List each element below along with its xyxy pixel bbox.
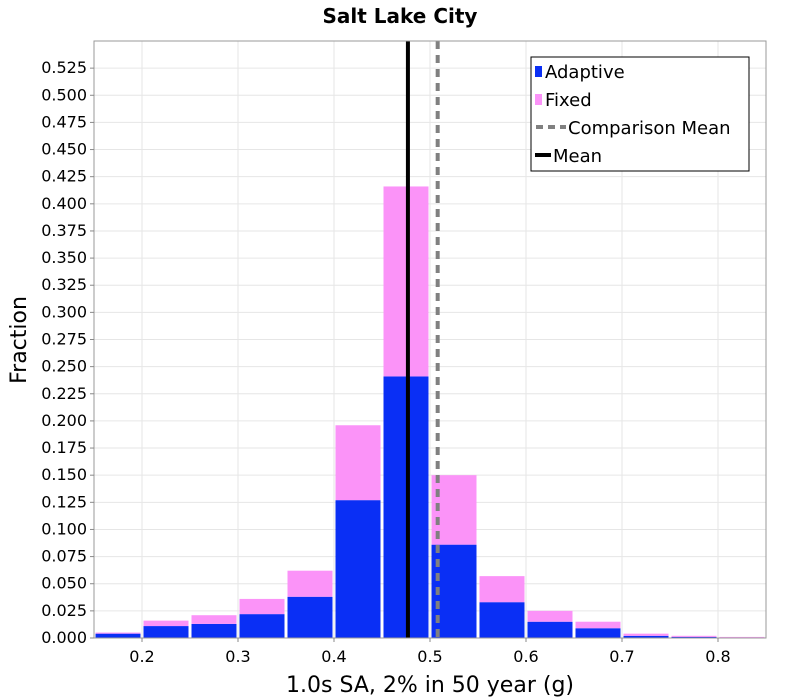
bar-fixed [143,620,189,627]
y-tick-label: 0.250 [41,357,87,376]
y-tick-label: 0.500 [41,85,87,104]
bar-fixed [95,632,141,634]
y-axis-label: Fraction [7,296,32,384]
y-tick-label: 0.075 [41,547,87,566]
legend: Adaptive Fixed Comparison Mean Mean [530,56,750,172]
x-tick-label: 0.2 [129,647,154,666]
y-axis-ticks: 0.000 0.025 0.050 0.075 0.100 0.125 0.150 0.175… [41,58,94,647]
x-tick-label: 0.3 [225,647,250,666]
y-tick-label: 0.475 [41,112,87,131]
chart-title: Salt Lake City [323,4,478,28]
x-axis-label: 1.0s SA, 2% in 50 year (g) [286,673,574,698]
y-tick-label: 0.175 [41,438,87,457]
y-tick-label: 0.375 [41,221,87,240]
bar-adaptive [479,602,525,638]
y-tick-label: 0.525 [41,58,87,77]
y-tick-label: 0.450 [41,140,87,159]
bar-adaptive [671,636,717,638]
legend-label-comparison-mean: Comparison Mean [568,118,731,139]
bar-fixed [287,570,333,597]
bar-fixed [335,425,381,501]
bar-fixed [671,635,717,637]
x-axis-ticks: 0.2 0.3 0.4 0.5 0.6 0.7 0.8 [129,638,731,666]
y-tick-label: 0.100 [41,519,87,538]
legend-label-mean: Mean [553,146,602,167]
y-tick-label: 0.200 [41,411,87,430]
legend-label-adaptive: Adaptive [545,62,625,83]
bar-adaptive [143,626,189,638]
bar-fixed [575,621,621,629]
legend-box [530,56,750,172]
bar-adaptive [623,635,669,638]
y-tick-label: 0.000 [41,628,87,647]
y-tick-label: 0.325 [41,275,87,294]
legend-swatch-fixed [535,94,542,105]
y-tick-label: 0.225 [41,384,87,403]
bar-fixed [623,633,669,636]
x-tick-label: 0.8 [705,647,730,666]
bar-fixed [719,636,765,638]
bar-adaptive [527,621,573,638]
bar-fixed [239,598,285,615]
grid [94,41,766,639]
y-tick-label: 0.300 [41,302,87,321]
y-tick-label: 0.275 [41,330,87,349]
bar-fixed [527,610,573,622]
bar-adaptive [239,614,285,638]
bar-adaptive [335,500,381,638]
reference-lines [405,41,440,638]
legend-swatch-adaptive [535,66,542,77]
x-tick-label: 0.5 [417,647,442,666]
x-tick-label: 0.4 [321,647,346,666]
bar-adaptive [95,633,141,638]
x-tick-label: 0.6 [513,647,538,666]
bar-adaptive [287,596,333,638]
bar-fixed [191,615,237,624]
y-tick-label: 0.125 [41,492,87,511]
bar-adaptive [575,628,621,638]
bar-adaptive [191,623,237,638]
y-tick-label: 0.425 [41,167,87,186]
y-tick-label: 0.050 [41,574,87,593]
legend-label-fixed: Fixed [545,90,592,111]
bar-fixed [479,576,525,603]
x-tick-label: 0.7 [609,647,634,666]
y-tick-label: 0.025 [41,601,87,620]
y-tick-label: 0.350 [41,248,87,267]
y-tick-label: 0.400 [41,194,87,213]
y-tick-label: 0.150 [41,465,87,484]
